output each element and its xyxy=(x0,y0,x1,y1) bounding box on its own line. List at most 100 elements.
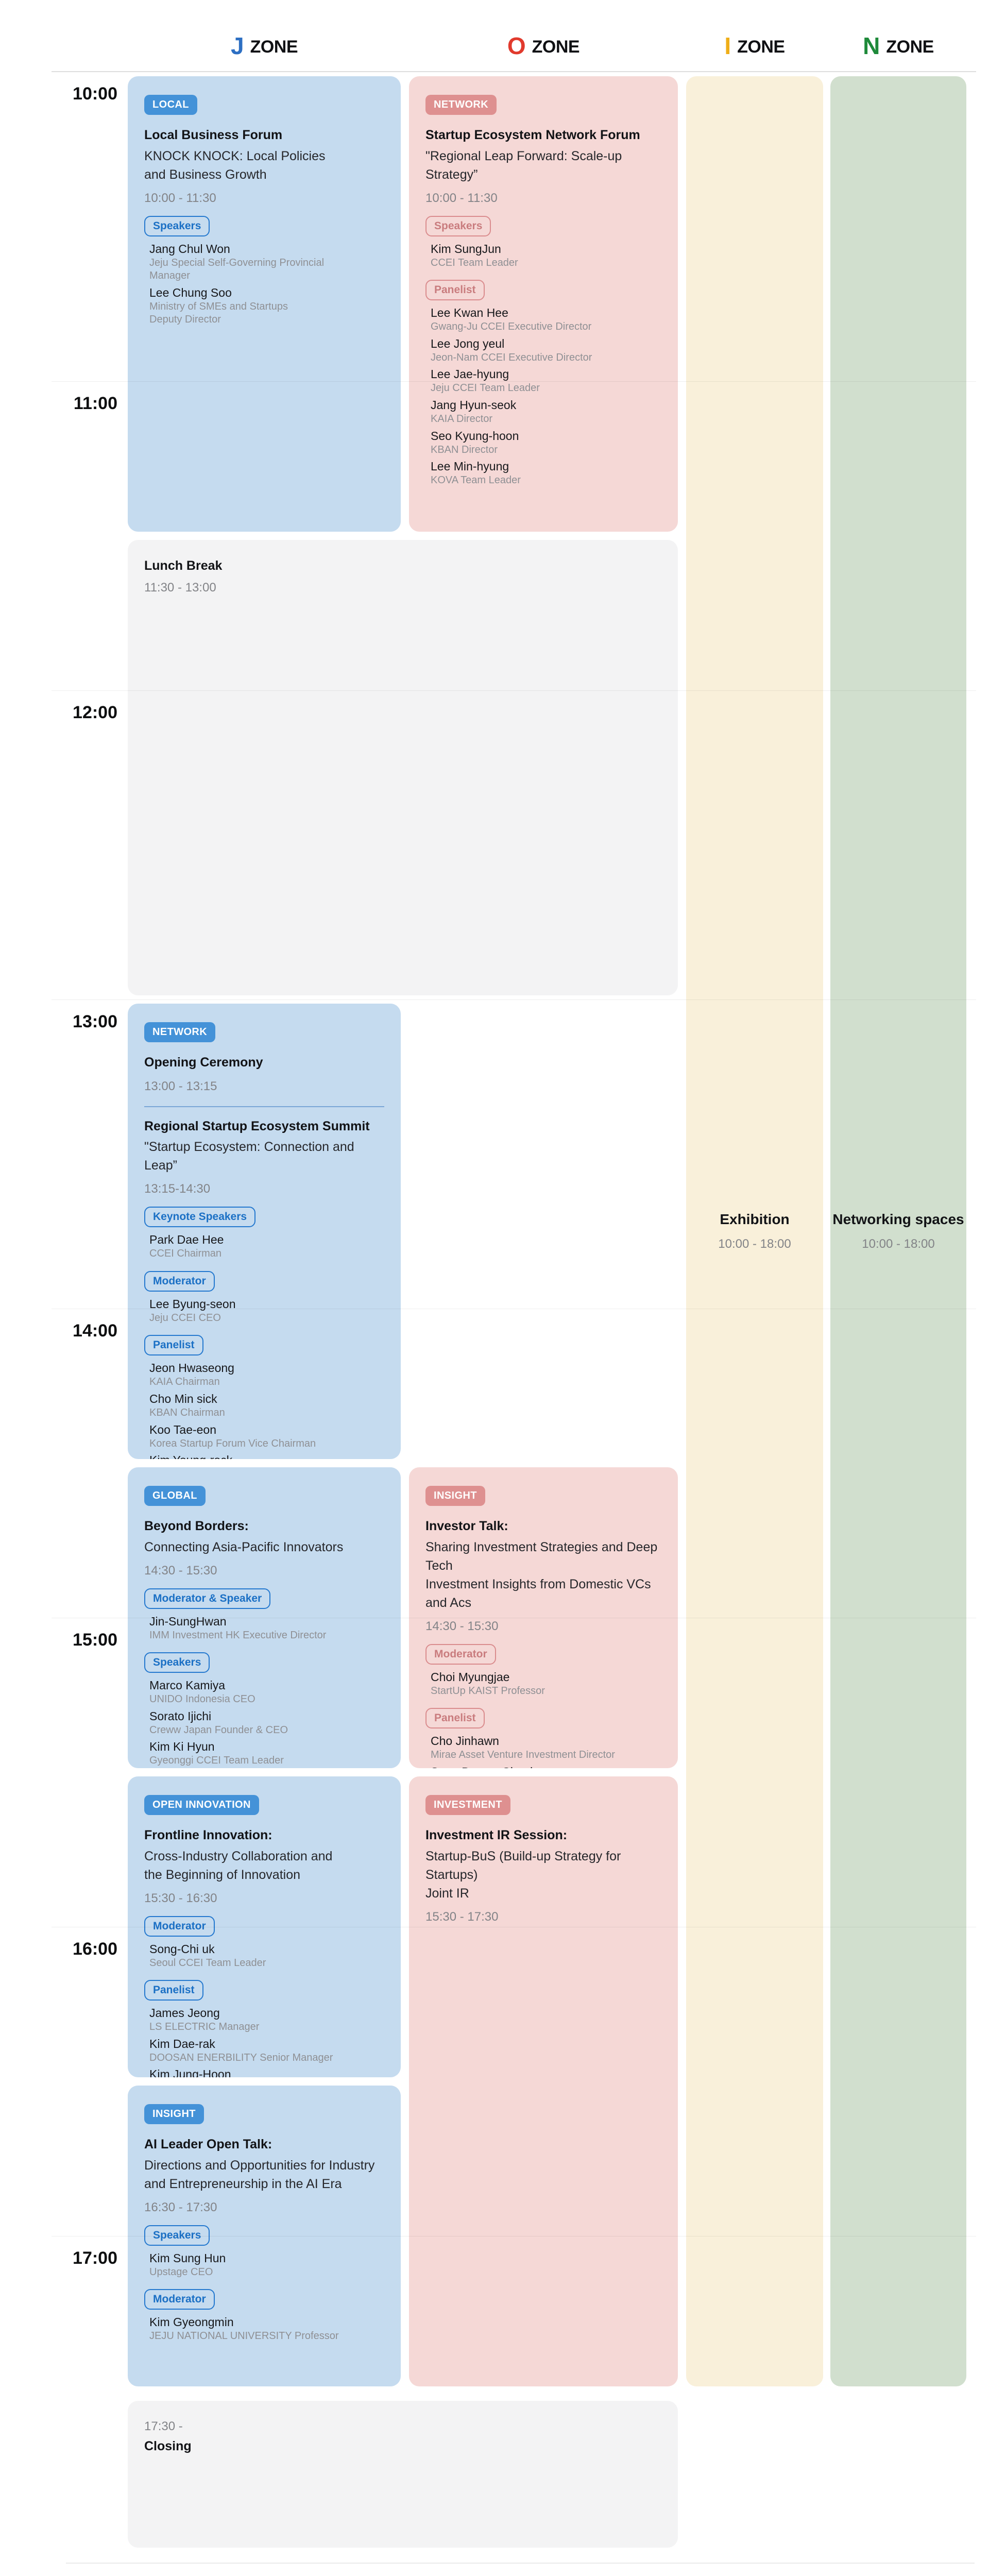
speaker: Kim Ki Hyun Gyeonggi CCEI Team Leader xyxy=(149,1739,384,1768)
header-divider xyxy=(52,71,976,72)
zone-header-o: O ZONE xyxy=(409,26,678,58)
speaker-role: Gyeonggi CCEI Team Leader xyxy=(149,1755,284,1767)
zone-word-n: ZONE xyxy=(886,37,934,57)
speaker-name: Kim Ki Hyun xyxy=(149,1740,215,1754)
category-badge: INSIGHT xyxy=(144,2104,204,2124)
venue-time: 10:00 - 18:00 xyxy=(718,1237,791,1251)
hour-gridline-12 xyxy=(52,690,976,691)
role-chip-moderator: Moderator xyxy=(144,1916,215,1937)
event-title: AI Leader Open Talk: xyxy=(144,2137,272,2151)
speaker-role: UNIDO Indonesia CEO xyxy=(149,1693,255,1705)
speaker: Marco Kamiya UNIDO Indonesia CEO xyxy=(149,1678,384,1706)
speaker-role: CCEI Team Leader xyxy=(431,257,518,268)
event-subtitle: KNOCK KNOCK: Local Policies and Business… xyxy=(144,148,326,182)
speaker-role: DOOSAN ENERBILITY Senior Manager xyxy=(149,2052,333,2063)
event-card-startup-ecosystem-network-forum: NETWORK Startup Ecosystem Network Forum … xyxy=(409,76,678,532)
break-card-lunch: Lunch Break 11:30 - 13:00 xyxy=(128,540,678,995)
hour-gridline-11 xyxy=(52,381,976,382)
speaker: Kim Dae-rak DOOSAN ENERBILITY Senior Man… xyxy=(149,2037,384,2065)
speaker: Lee Kwan Hee Gwang-Ju CCEI Executive Dir… xyxy=(431,306,661,334)
speaker: Cho Min sick KBAN Chairman xyxy=(149,1392,384,1420)
time-label-12-00: 12:00 xyxy=(73,703,117,722)
event-subtitle: Directions and Opportunities for Industr… xyxy=(144,2158,375,2191)
role-chip-panelist: Panelist xyxy=(144,1335,203,1356)
speaker-name: Sorato Ijichi xyxy=(149,1709,212,1723)
event-card-beyond-borders: GLOBAL Beyond Borders: Connecting Asia-P… xyxy=(128,1467,401,1768)
speaker: Jang Chul Won Jeju Special Self-Governin… xyxy=(149,242,384,283)
event-subtitle: Startup-BuS (Build-up Strategy for Start… xyxy=(425,1849,621,1901)
time-label-16-00: 16:00 xyxy=(73,1939,117,1959)
category-badge: INVESTMENT xyxy=(425,1795,510,1815)
speaker-role: Creww Japan Founder & CEO xyxy=(149,1724,288,1736)
bottom-divider xyxy=(66,2563,975,2564)
event-card-investment-ir-session: INVESTMENT Investment IR Session: Startu… xyxy=(409,1776,678,2386)
time-label-15-00: 15:00 xyxy=(73,1630,117,1650)
speaker: Park Dae Hee CCEI Chairman xyxy=(149,1232,384,1261)
speaker: Seo Kyung-hoon KBAN Director xyxy=(431,429,661,457)
speaker-name: Jeon Hwaseong xyxy=(149,1361,234,1375)
role-chip-panelist: Panelist xyxy=(425,280,485,301)
role-chip-moderator-speaker: Moderator & Speaker xyxy=(144,1588,271,1609)
speaker-role: Upstage CEO xyxy=(149,2266,213,2278)
event-title: Investment IR Session: xyxy=(425,1828,568,1842)
role-chip-keynote-speakers: Keynote Speakers xyxy=(144,1207,256,1227)
speaker-name: Jin-SungHwan xyxy=(149,1614,227,1628)
session-divider xyxy=(144,1106,384,1107)
speaker: Kim Sung Hun Upstage CEO xyxy=(149,2251,384,2279)
closing-time: 17:30 - xyxy=(144,2419,183,2433)
speaker: Lee Chung Soo Ministry of SMEs and Start… xyxy=(149,285,384,327)
zone-word-i: ZONE xyxy=(737,37,785,57)
speaker-role: Jeju CCEI Team Leader xyxy=(431,382,540,394)
category-badge: INSIGHT xyxy=(425,1486,485,1506)
event-subtitle: Cross-Industry Collaboration and the Beg… xyxy=(144,1849,333,1882)
speaker: Jin-SungHwan IMM Investment HK Executive… xyxy=(149,1614,384,1642)
speaker-role: Seoul CCEI Team Leader xyxy=(149,1957,266,1969)
category-badge: NETWORK xyxy=(144,1022,216,1042)
speaker: Sorato Ijichi Creww Japan Founder & CEO xyxy=(149,1709,384,1737)
event-title: Investor Talk: xyxy=(425,1519,508,1533)
event-title: Beyond Borders: xyxy=(144,1519,249,1533)
speaker-name: Song-Chi uk xyxy=(149,1942,215,1956)
speaker: James Jeong LS ELECTRIC Manager xyxy=(149,2006,384,2034)
event-title: Startup Ecosystem Network Forum xyxy=(425,128,640,142)
event-title: Regional Startup Ecosystem Summit xyxy=(144,1118,370,1133)
speaker-role: KOVA Team Leader xyxy=(431,474,521,486)
speaker-name: Seo Kyung-hoon xyxy=(431,429,519,443)
event-subtitle: Sharing Investment Strategies and Deep T… xyxy=(425,1539,658,1610)
role-chip-moderator: Moderator xyxy=(425,1643,496,1665)
time-label-11-00: 11:00 xyxy=(73,394,117,413)
speaker: Lee Jae-hyung Jeju CCEI Team Leader xyxy=(431,367,661,395)
speaker-name: Kim Jung-Hoon xyxy=(149,2067,231,2077)
speaker: Kim Young-rock KOVA Vice President xyxy=(149,1453,384,1459)
speaker-name: Jang Hyun-seok xyxy=(431,398,517,412)
event-time: 13:15-14:30 xyxy=(144,1182,211,1196)
speaker-name: Park Dae Hee xyxy=(149,1233,224,1246)
speaker-name: Lee Chung Soo xyxy=(149,285,232,299)
speaker-role: Jeju Special Self-Governing Provincial M… xyxy=(149,257,325,282)
role-chip-speakers: Speakers xyxy=(144,1652,210,1673)
category-badge: OPEN INNOVATION xyxy=(144,1795,259,1815)
speaker-name: James Jeong xyxy=(149,2006,220,2020)
hour-gridline-13 xyxy=(52,999,976,1000)
speaker: Song-Chi uk Seoul CCEI Team Leader xyxy=(149,1942,384,1970)
event-card-opening-ceremony-summit: NETWORK Opening Ceremony 13:00 - 13:15 R… xyxy=(128,1004,401,1459)
speaker-name: Kim SungJun xyxy=(431,242,501,256)
zone-header-i: I ZONE xyxy=(686,26,823,58)
event-time: 14:30 - 15:30 xyxy=(425,1619,499,1633)
speaker: Lee Min-hyung KOVA Team Leader xyxy=(431,459,661,487)
zone-word-o: ZONE xyxy=(532,37,580,57)
speaker: Lee Jong yeul Jeon-Nam CCEI Executive Di… xyxy=(431,336,661,365)
speaker-name: Lee Min-hyung xyxy=(431,460,509,473)
speaker-name: Kim Sung Hun xyxy=(149,2251,226,2265)
speaker: Song ByeongCheol CJ CheilJedang Corporat… xyxy=(431,1765,661,1768)
speaker-name: Cho Min sick xyxy=(149,1392,217,1405)
speaker-role: LS ELECTRIC Manager xyxy=(149,2021,260,2033)
zone-letter-j: J xyxy=(230,32,244,59)
time-label-10-00: 10:00 xyxy=(73,84,117,104)
event-card-local-business-forum: LOCAL Local Business Forum KNOCK KNOCK: … xyxy=(128,76,401,532)
zone-letter-o: O xyxy=(507,32,526,59)
role-chip-panelist: Panelist xyxy=(144,1980,203,2001)
speaker-role: Gwang-Ju CCEI Executive Director xyxy=(431,321,592,333)
speaker-name: Kim Young-rock xyxy=(149,1453,384,1459)
speaker-name: Lee Kwan Hee xyxy=(431,306,508,320)
